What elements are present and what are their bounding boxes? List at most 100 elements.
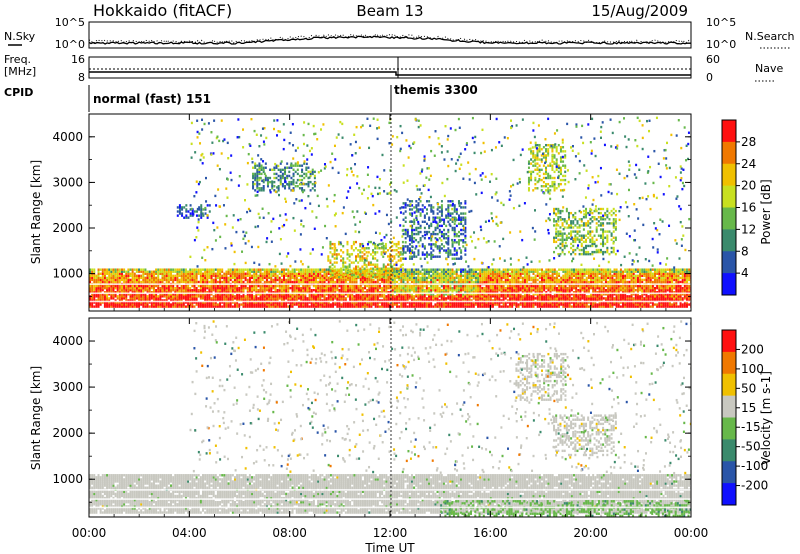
heatmap-cell <box>165 301 168 304</box>
heatmap-cell <box>668 274 671 278</box>
heatmap-cell <box>668 280 671 284</box>
heatmap-cell <box>451 268 454 271</box>
heatmap-cell <box>466 274 469 278</box>
heatmap-cell <box>579 297 582 300</box>
heatmap-cell <box>172 297 175 300</box>
heatmap-cell <box>455 301 458 304</box>
heatmap-cell <box>654 278 657 282</box>
heatmap-cell <box>688 288 691 292</box>
heatmap-cell <box>459 288 462 292</box>
heatmap-cell <box>106 288 109 292</box>
heatmap-cell <box>223 284 226 288</box>
heatmap-cell <box>541 284 544 288</box>
heatmap-cell <box>679 284 682 288</box>
heatmap-cell <box>519 299 522 302</box>
heatmap-cell <box>511 286 514 290</box>
heatmap-cell <box>526 297 529 300</box>
heatmap-cell <box>496 303 499 306</box>
heatmap-cell <box>165 303 168 306</box>
heatmap-cell <box>127 305 130 308</box>
heatmap-cell <box>155 299 158 302</box>
heatmap-cell <box>509 305 512 308</box>
heatmap-cell <box>93 278 96 282</box>
heatmap-cell <box>604 291 607 294</box>
heatmap-cell <box>436 286 439 290</box>
heatmap-cell <box>206 268 209 271</box>
heatmap-cell <box>651 301 654 304</box>
heatmap-cell <box>189 286 192 290</box>
heatmap-cell <box>138 303 141 306</box>
heatmap-cell <box>504 274 507 278</box>
heatmap-cell <box>647 301 650 304</box>
heatmap-cell <box>112 305 115 308</box>
heatmap-cell <box>297 270 300 273</box>
heatmap-cell <box>438 301 441 304</box>
heatmap-cell <box>325 303 328 306</box>
heatmap-cell <box>187 286 190 290</box>
freq-tick-bottom: 8 <box>78 71 85 84</box>
heatmap-cell <box>466 297 469 300</box>
heatmap-cell <box>470 293 473 296</box>
heatmap-cell <box>509 297 512 300</box>
heatmap-cell <box>641 268 644 271</box>
heatmap-cell <box>93 274 96 278</box>
heatmap-cell <box>161 303 164 306</box>
heatmap-cell <box>167 272 170 275</box>
heatmap-cell <box>636 276 639 280</box>
heatmap-cell <box>671 270 674 273</box>
heatmap-cell <box>242 299 245 302</box>
heatmap-cell <box>423 288 426 292</box>
heatmap-cell <box>572 297 575 300</box>
heatmap-cell <box>526 278 529 282</box>
heatmap-cell <box>472 297 475 300</box>
heatmap-cell <box>551 299 554 302</box>
heatmap-cell <box>381 278 384 282</box>
heatmap-cell <box>255 270 258 273</box>
heatmap-cell <box>457 297 460 300</box>
heatmap-cell <box>434 286 437 290</box>
heatmap-cell <box>383 270 386 273</box>
heatmap-cell <box>359 291 362 294</box>
heatmap-cell <box>579 286 582 290</box>
heatmap-cell <box>440 272 443 275</box>
heatmap-cell <box>152 278 155 282</box>
heatmap-cell <box>338 295 341 298</box>
heatmap-cell <box>304 284 307 288</box>
heatmap-cell <box>272 286 275 290</box>
heatmap-cell <box>138 293 141 296</box>
heatmap-cell <box>487 291 490 294</box>
heatmap-cell <box>681 268 684 271</box>
heatmap-cell <box>233 301 236 304</box>
heatmap-cell <box>538 286 541 290</box>
heatmap-cell <box>541 288 544 292</box>
heatmap-cell <box>447 276 450 280</box>
heatmap-cell <box>491 293 494 296</box>
heatmap-cell <box>317 297 320 300</box>
heatmap-cell <box>624 278 627 282</box>
heatmap-cell <box>355 295 358 298</box>
heatmap-cell <box>283 284 286 288</box>
heatmap-cell <box>607 268 610 271</box>
heatmap-cell <box>434 284 437 288</box>
heatmap-cell <box>148 278 151 282</box>
heatmap-cell <box>110 291 113 294</box>
heatmap-cell <box>391 276 394 280</box>
heatmap-cell <box>598 270 601 273</box>
heatmap-cell <box>361 280 364 284</box>
heatmap-cell <box>558 280 561 284</box>
heatmap-cell <box>240 297 243 300</box>
heatmap-cell <box>163 284 166 288</box>
heatmap-cell <box>585 288 588 292</box>
heatmap-cell <box>216 297 219 300</box>
heatmap-cell <box>370 274 373 278</box>
heatmap-cell <box>666 293 669 296</box>
heatmap-cell <box>596 272 599 275</box>
heatmap-cell <box>630 305 633 308</box>
heatmap-cell <box>236 284 239 288</box>
heatmap-cell <box>199 284 202 288</box>
heatmap-cell <box>677 270 680 273</box>
heatmap-cell <box>272 299 275 302</box>
heatmap-cell <box>410 299 413 302</box>
heatmap-cell <box>268 301 271 304</box>
heatmap-cell <box>666 286 669 290</box>
